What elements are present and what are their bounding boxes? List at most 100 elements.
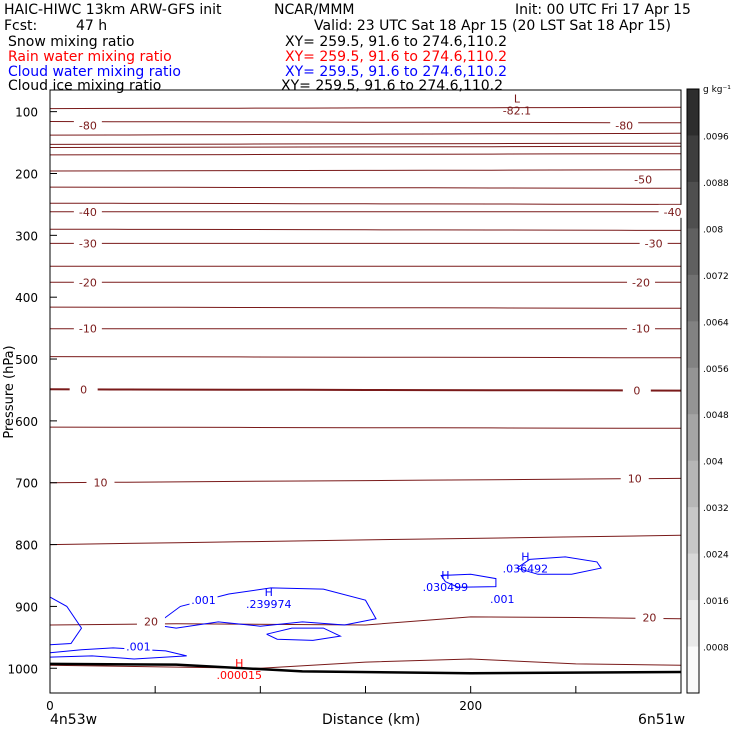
y-tick-label: 600 [15,415,38,429]
field-name-cloud-ice: Cloud ice mixing ratio [8,78,162,94]
label-backdrop [627,321,656,335]
colorbar-label: .0056 [703,365,729,375]
field-xy-cloud-ice: XY= 259.5, 91.6 to 274.6,110.2 [281,78,504,94]
y-tick-label: 200 [15,167,38,181]
isotherm-label: 0 [633,385,640,398]
label-backdrop [639,236,668,250]
valid-time: Valid: 23 UTC Sat 18 Apr 15 (20 LST Sat … [314,18,672,34]
isotherm-line [49,169,682,172]
cloud-water-contour [154,587,377,629]
isotherm-label: -50 [634,174,652,187]
label-backdrop [73,204,102,218]
extremum-marker: H [235,657,243,670]
extremum-value: .036492 [503,563,549,576]
isotherm-label: -40 [79,206,97,219]
isotherm-label: 0 [80,383,87,396]
colorbar-unit: g kg⁻¹ [703,85,731,95]
colorbar-label: .0032 [703,504,729,514]
colorbar: .0096 .0088 .008 .0072 .0064 .0056 .0048 .004 .0… [686,88,729,694]
label-backdrop [73,321,102,335]
isotherm-label: 20 [642,612,656,625]
extremum-marker: H [441,569,449,582]
colorbar-label: .0008 [703,644,729,654]
colorbar-label: .0048 [703,411,729,421]
x-axis-label: Distance (km) [322,712,421,728]
colorbar-swatch [687,274,699,322]
isotherm-line [49,228,682,231]
plot-frame [49,89,682,694]
cloud-water-contours [49,556,602,660]
isotherm-label: -30 [645,237,663,250]
label-backdrop [629,172,658,186]
isotherm-label: -20 [79,276,97,289]
isotherm-label: -30 [79,237,97,250]
isotherm-label: -20 [632,276,650,289]
y-tick-label: 800 [15,539,38,553]
isotherm-label: -40 [664,206,682,219]
colorbar-label: .0024 [703,551,729,561]
cloud-water-label: .001 [126,641,151,654]
colorbar-swatch [687,228,699,276]
extremum-value: .030499 [423,581,469,594]
y-tick-label: 100 [15,106,38,120]
isotherm-line [49,202,682,205]
colorbar-swatch [687,321,699,369]
label-backdrop [610,118,639,132]
y-tick-label: 1000 [7,662,38,676]
cloud-water-label: .001 [191,594,216,607]
y-tick-label: 500 [15,353,38,367]
y-tick-label: 700 [15,477,38,491]
colorbar-swatch [687,414,699,462]
isotherm-line [49,306,682,309]
isotherm-line [49,106,682,110]
label-backdrop [69,382,98,396]
isotherm-line [49,534,682,546]
colorbar-label: .0064 [703,318,729,328]
label-backdrop [136,614,165,628]
label-backdrop [658,204,687,218]
extremum-marker: L [514,92,521,105]
x-tick-label: 0 [46,699,54,713]
colorbar-label: .004 [703,458,723,468]
field-xy-cloud-water: XY= 259.5, 91.6 to 274.6,110.2 [285,64,508,80]
field-name-cloud-water: Cloud water mixing ratio [8,64,181,80]
isotherm-label: -80 [615,119,633,132]
field-xy-rain: XY= 259.5, 91.6 to 274.6,110.2 [285,49,508,65]
colorbar-label: .0016 [703,597,729,607]
cloud-water-contour [516,556,602,575]
colorbar-swatch [687,135,699,183]
y-tick-label: 400 [15,291,38,305]
isotherm-line [49,388,682,392]
label-backdrop [73,275,102,289]
forecast-label: Fcst: [4,18,38,34]
isotherm-label: -80 [79,119,97,132]
colorbar-swatch [687,367,699,415]
terrain-line [49,662,682,675]
extremum-marker: H [521,551,529,564]
colorbar-frame [686,88,700,694]
isotherm-label: -10 [632,323,650,336]
field-xy-snow: XY= 259.5, 91.6 to 274.6,110.2 [285,34,508,50]
field-name-rain: Rain water mixing ratio [8,49,172,65]
label-backdrop [73,236,102,250]
left-endpoint: 4n53w [50,712,98,728]
isotherm-line [49,477,682,484]
isotherm-line [49,142,682,145]
label-backdrop [622,383,651,397]
isotherm-line [49,121,682,124]
colorbar-swatch [687,181,699,229]
label-backdrop [86,475,115,489]
extremum-marker: H [265,586,273,599]
extremum-value: .000015 [217,669,263,682]
cloud-water-contour [440,573,497,588]
isotherm-label: 20 [144,615,158,628]
extremum-value: .239974 [246,598,292,611]
isotherm-line [49,153,682,156]
label-backdrop [627,275,656,289]
y-tick-label: 300 [15,229,38,243]
cloud-water-label: .001 [490,593,515,606]
init-time: Init: 00 UTC Fri 17 Apr 15 [515,2,691,18]
x-tick-label: 200 [459,699,482,713]
field-name-snow: Snow mixing ratio [8,34,135,50]
